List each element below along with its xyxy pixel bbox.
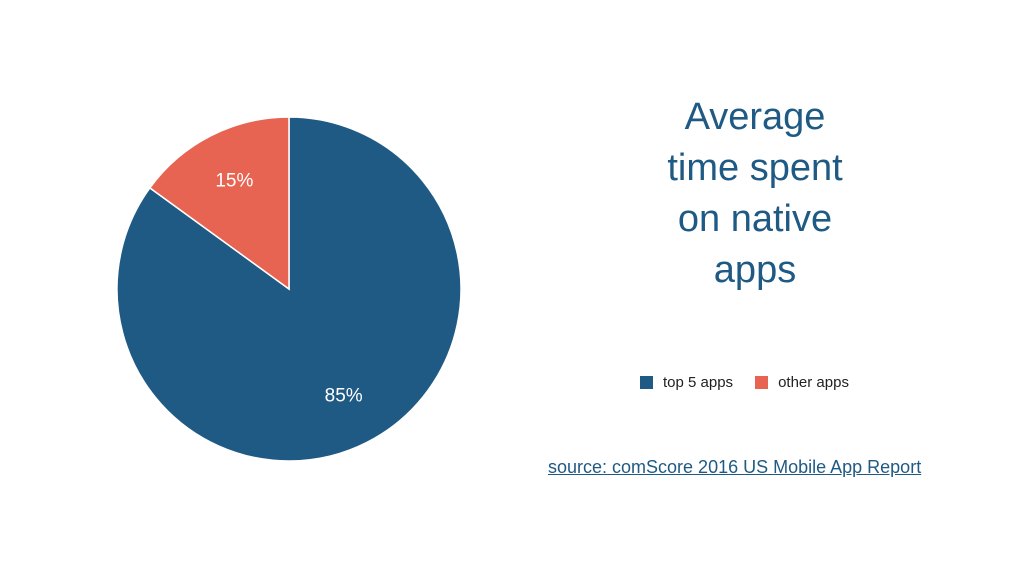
pie-slice-other-apps[interactable] — [148, 116, 290, 291]
legend-swatch-other-apps — [755, 376, 769, 389]
legend-item-other-apps[interactable]: other apps — [755, 374, 849, 391]
slice-label-top-5-apps: 85% — [325, 385, 363, 406]
slice-label-other-apps: 15% — [215, 171, 253, 192]
chart-title-line-1: Average — [684, 96, 826, 138]
legend-swatch-top-5-apps — [640, 376, 653, 389]
legend-item-top-5-apps[interactable]: top 5 apps — [640, 374, 733, 391]
source-link[interactable]: source: comScore 2016 US Mobile App Repo… — [548, 457, 922, 477]
chart-title-line-3: on native — [677, 198, 833, 240]
chart-title-line-2: time spent — [667, 147, 843, 189]
chart-title-line-4: apps — [713, 249, 797, 291]
legend-label-other-apps: other apps — [778, 374, 849, 391]
chart-title: Average time spent on native apps — [615, 92, 895, 296]
pie-chart: 85% 15% — [116, 116, 462, 462]
chart-legend: top 5 apps other apps — [640, 374, 871, 391]
legend-label-top-5-apps: top 5 apps — [663, 374, 734, 391]
